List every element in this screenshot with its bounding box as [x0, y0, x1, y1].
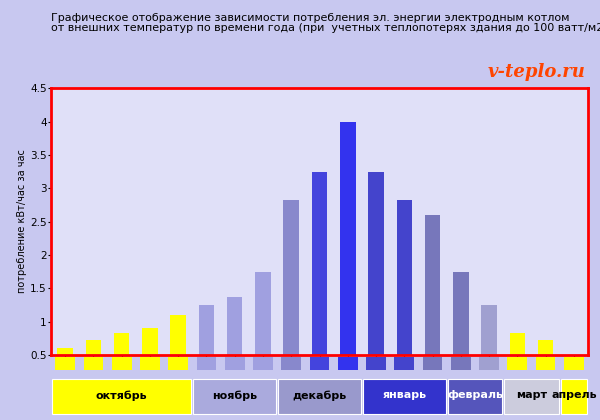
FancyBboxPatch shape [225, 357, 245, 370]
Text: v-teplo.ru: v-teplo.ru [487, 63, 585, 81]
FancyBboxPatch shape [504, 379, 559, 414]
Bar [453, 272, 469, 388]
FancyBboxPatch shape [253, 357, 273, 370]
FancyBboxPatch shape [536, 357, 556, 370]
Bar [199, 305, 214, 388]
Bar [58, 348, 73, 388]
Bar [283, 200, 299, 388]
Bar [312, 171, 327, 388]
Text: март: март [516, 391, 547, 400]
FancyBboxPatch shape [112, 357, 131, 370]
Bar [566, 355, 581, 388]
FancyBboxPatch shape [479, 357, 499, 370]
FancyBboxPatch shape [508, 357, 527, 370]
Bar [538, 340, 553, 388]
Y-axis label: потребление кВт/час за час: потребление кВт/час за час [17, 150, 28, 294]
FancyBboxPatch shape [338, 357, 358, 370]
Text: Графическое отображение зависимости потребления эл. энергии электродным котлом: Графическое отображение зависимости потр… [51, 13, 569, 24]
FancyBboxPatch shape [560, 379, 587, 414]
Text: апрель: апрель [551, 391, 596, 400]
FancyBboxPatch shape [55, 357, 75, 370]
Bar [425, 215, 440, 388]
FancyBboxPatch shape [281, 357, 301, 370]
FancyBboxPatch shape [448, 379, 502, 414]
FancyBboxPatch shape [366, 357, 386, 370]
Text: февраль: февраль [447, 391, 503, 400]
FancyBboxPatch shape [193, 379, 276, 414]
Text: январь: январь [382, 391, 427, 400]
FancyBboxPatch shape [168, 357, 188, 370]
Bar [509, 333, 525, 388]
Bar [114, 333, 130, 388]
FancyBboxPatch shape [451, 357, 471, 370]
FancyBboxPatch shape [140, 357, 160, 370]
Bar [142, 328, 158, 388]
Bar [170, 315, 186, 388]
FancyBboxPatch shape [363, 379, 446, 414]
Bar [340, 121, 356, 388]
FancyBboxPatch shape [83, 357, 103, 370]
Bar [481, 305, 497, 388]
Bar [368, 171, 384, 388]
Bar [397, 200, 412, 388]
FancyBboxPatch shape [52, 379, 191, 414]
Bar [227, 297, 242, 388]
Text: декабрь: декабрь [292, 390, 347, 401]
FancyBboxPatch shape [394, 357, 414, 370]
FancyBboxPatch shape [422, 357, 442, 370]
Bar [86, 340, 101, 388]
FancyBboxPatch shape [310, 357, 329, 370]
Text: ноябрь: ноябрь [212, 390, 257, 401]
Bar [255, 272, 271, 388]
Text: от внешних температур по времени года (при  учетных теплопотерях здания до 100 в: от внешних температур по времени года (п… [51, 23, 600, 33]
FancyBboxPatch shape [564, 357, 584, 370]
FancyBboxPatch shape [278, 379, 361, 414]
Text: октябрь: октябрь [96, 390, 148, 401]
FancyBboxPatch shape [197, 357, 217, 370]
